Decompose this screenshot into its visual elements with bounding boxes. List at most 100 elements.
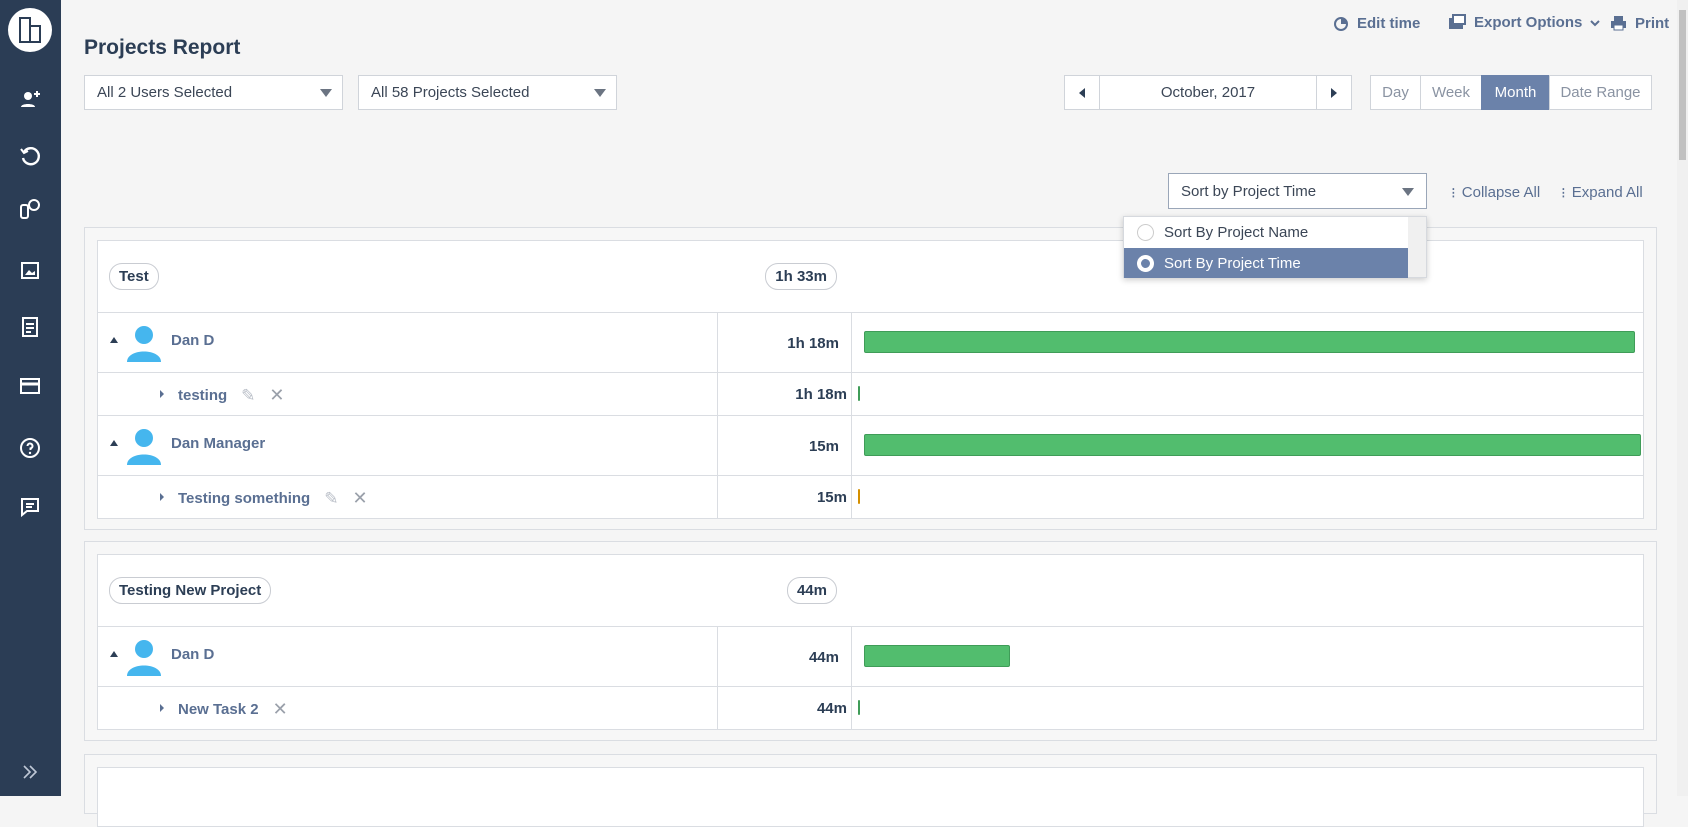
period-tabs: Day Week Month Date Range <box>1370 75 1652 110</box>
logo[interactable] <box>6 6 54 54</box>
delete-icon[interactable]: ✕ <box>352 488 368 508</box>
caret <box>320 89 332 97</box>
user-row: Dan Manager 15m <box>98 415 1643 475</box>
task-row: testing ✎ ✕ 1h 18m <box>98 372 1643 415</box>
period-tab[interactable]: Week <box>1420 75 1482 110</box>
column-divider <box>851 373 852 415</box>
export-options[interactable]: Export Options <box>1448 14 1601 31</box>
user-time: 1h 18m <box>787 335 839 352</box>
sort-option[interactable]: Sort By Project Name <box>1124 217 1408 247</box>
edit-time-label: Edit time <box>1357 15 1421 32</box>
prev-icon <box>1079 87 1085 98</box>
nav-history[interactable] <box>18 144 42 168</box>
projects-filter-label: All 58 Projects Selected <box>371 84 530 101</box>
sort-option[interactable]: Sort By Project Time <box>1124 248 1408 278</box>
collapse-caret[interactable] <box>110 651 118 657</box>
print-icon <box>1611 16 1626 31</box>
scrollbar <box>1408 217 1426 277</box>
page-title: Projects Report <box>84 36 241 59</box>
nav-feedback[interactable] <box>18 495 42 519</box>
users-filter-label: All 2 Users Selected <box>97 84 233 101</box>
task-time: 44m <box>816 700 847 717</box>
column-divider <box>851 687 852 729</box>
task-name-label: testing <box>178 387 228 404</box>
expand-caret[interactable] <box>160 390 164 398</box>
user-time: 15m <box>808 438 839 455</box>
expand-caret[interactable] <box>160 493 164 501</box>
task-row: New Task 2 ✕ 44m <box>98 686 1643 729</box>
nav-expand[interactable] <box>18 760 42 784</box>
edit-time-icon <box>1334 17 1348 31</box>
time-bar <box>864 331 1635 353</box>
sidebar <box>0 0 61 796</box>
sort-selected: Sort by Project Time <box>1181 182 1317 200</box>
nav-help[interactable] <box>18 436 42 460</box>
task-time: 15m <box>816 489 847 506</box>
project-card: Testing New Project 44m Dan D 44m New Task 2… <box>84 541 1657 741</box>
period-tab[interactable]: Day <box>1370 75 1421 110</box>
user-name[interactable]: Dan Manager <box>171 435 266 452</box>
expand-all-label: Expand All <box>1571 184 1643 201</box>
project-total: 44m <box>786 577 837 604</box>
avatar <box>127 326 161 362</box>
export-icon <box>1449 14 1466 29</box>
nav-reports[interactable] <box>18 315 42 339</box>
delete-icon[interactable]: ✕ <box>272 699 288 719</box>
edit-icon[interactable]: ✎ <box>324 488 339 508</box>
export-label: Export Options <box>1474 14 1583 31</box>
time-bar <box>864 434 1641 456</box>
sort-option-label: Sort By Project Time <box>1164 254 1301 272</box>
date-label: October, 2017 <box>1160 84 1256 101</box>
user-name[interactable]: Dan D <box>171 646 215 663</box>
scroll-thumb <box>1679 10 1686 160</box>
sort-dropdown: Sort By Project Name Sort By Project Time <box>1123 216 1427 278</box>
export-caret <box>1590 20 1601 27</box>
delete-icon[interactable]: ✕ <box>269 385 285 405</box>
date-display[interactable]: October, 2017 <box>1099 75 1317 110</box>
time-bar <box>858 489 860 504</box>
task-name[interactable]: testing ✎ ✕ <box>178 385 285 406</box>
print-label: Print <box>1635 15 1670 32</box>
print[interactable]: Print <box>1610 15 1669 32</box>
period-tab[interactable]: Month <box>1481 75 1550 110</box>
sort-select[interactable]: Sort by Project Time <box>1168 173 1427 209</box>
caret <box>594 89 606 97</box>
user-row: Dan D 1h 18m <box>98 312 1643 372</box>
sort-option-label: Sort By Project Name <box>1164 223 1309 241</box>
period-tab[interactable]: Date Range <box>1549 75 1652 110</box>
expand-caret[interactable] <box>160 704 164 712</box>
collapse-all[interactable]: ⁝ Collapse All <box>1451 184 1541 202</box>
task-name-label: Testing something <box>178 490 311 507</box>
avatar <box>127 429 161 465</box>
task-name[interactable]: New Task 2 ✕ <box>178 699 288 720</box>
edit-icon[interactable]: ✎ <box>241 385 256 405</box>
time-bar <box>864 645 1010 667</box>
project-inner: Testing New Project 44m Dan D 44m New Task 2… <box>97 554 1644 730</box>
nav-timer[interactable] <box>18 197 42 221</box>
column-divider <box>851 627 852 686</box>
project-name[interactable]: Test <box>109 263 159 290</box>
project-name[interactable]: Testing New Project <box>109 577 272 604</box>
task-name-label: New Task 2 <box>178 701 259 718</box>
task-row: Testing something ✎ ✕ 15m <box>98 475 1643 518</box>
radio <box>1137 223 1154 241</box>
collapse-caret[interactable] <box>110 337 118 343</box>
edit-time[interactable]: Edit time <box>1333 15 1420 32</box>
expand-all[interactable]: ⁝ Expand All <box>1561 184 1643 202</box>
column-divider <box>717 627 718 686</box>
collapse-caret[interactable] <box>110 440 118 446</box>
nav-add-user[interactable] <box>18 87 42 111</box>
users-filter[interactable]: All 2 Users Selected <box>84 75 343 110</box>
next-icon <box>1331 87 1337 98</box>
column-divider <box>851 416 852 475</box>
nav-calendar[interactable] <box>18 258 42 282</box>
next-month[interactable] <box>1316 75 1352 110</box>
time-bar <box>858 700 860 715</box>
projects-filter[interactable]: All 58 Projects Selected <box>358 75 617 110</box>
project-total: 1h 33m <box>765 263 837 290</box>
nav-billing[interactable] <box>18 374 42 398</box>
task-name[interactable]: Testing something ✎ ✕ <box>178 488 368 509</box>
prev-month[interactable] <box>1064 75 1100 110</box>
user-name[interactable]: Dan D <box>171 332 215 349</box>
